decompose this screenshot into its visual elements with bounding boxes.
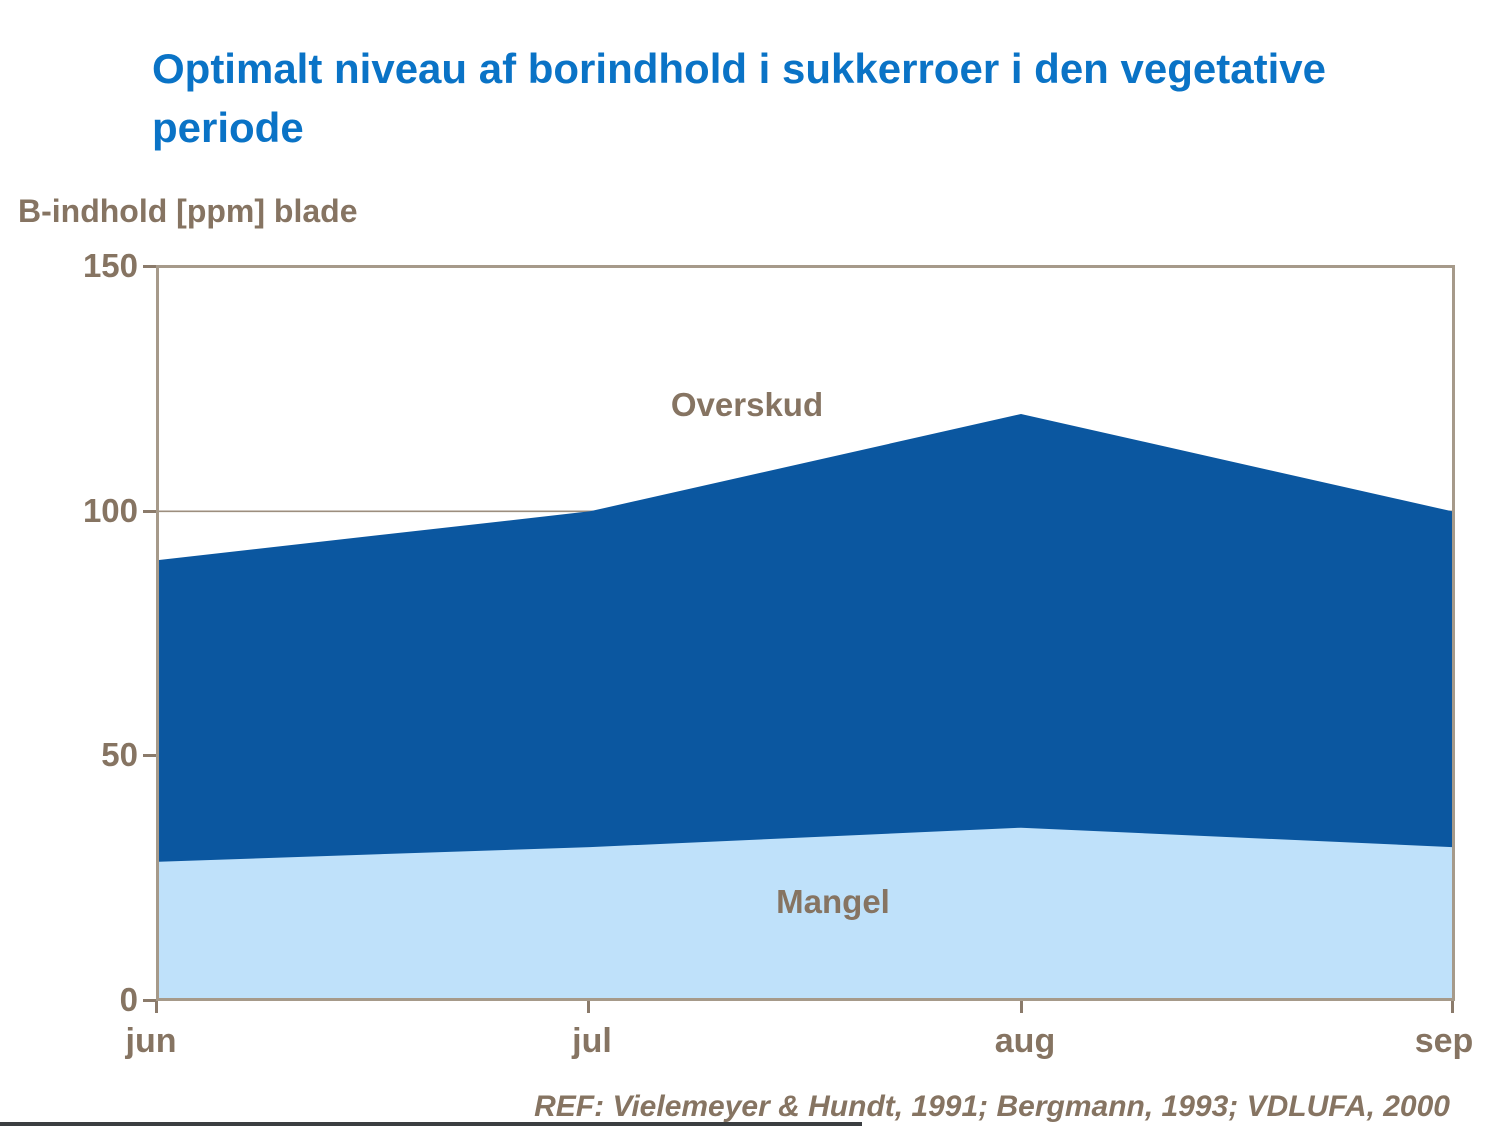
ytick-150: 150 [82,247,138,284]
xtick-aug: aug [994,1022,1056,1060]
reference-text: REF: Vielemeyer & Hundt, 1991; Bergmann,… [534,1090,1450,1123]
ytick-100: 100 [82,492,138,529]
ytick-0: 0 [119,981,138,1018]
xtick-mark-jun [155,1001,158,1013]
y-axis-title: B-indhold [ppm] blade [18,193,358,229]
chart-plot-area [156,265,1455,1001]
ytick-mark-100 [143,510,157,513]
ytick-mark-150 [143,265,157,268]
footer-rule [0,1122,862,1126]
area-chart [159,414,1452,998]
xtick-jun: jun [125,1022,177,1060]
ytick-mark-0 [143,999,157,1002]
mangel-zone-area [159,827,1452,998]
xtick-mark-jul [587,1001,590,1013]
ytick-mark-50 [143,754,157,757]
xtick-sep: sep [1414,1022,1474,1060]
zone-label-overskud: Overskud [670,386,824,423]
slide-title: Optimalt niveau af borindhold i sukkerro… [152,45,1326,151]
xtick-jul: jul [572,1022,612,1060]
xtick-mark-aug [1020,1001,1023,1013]
ytick-50: 50 [101,736,138,773]
zone-label-mangel: Mangel [776,883,890,920]
xtick-mark-sep [1451,1001,1454,1013]
